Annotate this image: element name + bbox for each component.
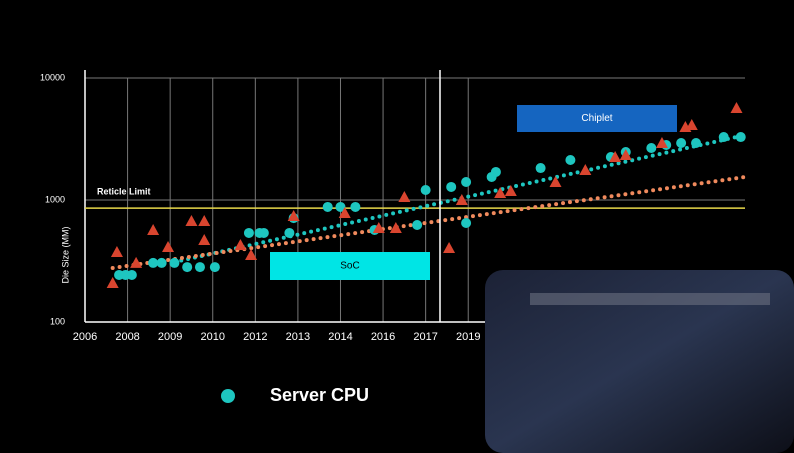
photo-detail [530, 293, 770, 305]
data-point [130, 256, 143, 268]
legend-label: Server CPU [270, 385, 369, 405]
data-point [338, 207, 351, 219]
data-point [646, 143, 657, 154]
data-point [156, 257, 167, 268]
x-tick-label: 2019 [456, 331, 480, 343]
data-point [335, 201, 346, 212]
data-point [455, 194, 468, 205]
data-point [549, 175, 562, 187]
plot-area: 100 1000 10000 2006 2008 2009 2010 2012 2013 2014… [40, 70, 747, 343]
x-tick-label: 2013 [286, 331, 310, 343]
data-point [655, 137, 668, 149]
data-point [243, 227, 254, 238]
data-point [412, 219, 423, 230]
data-point [490, 166, 501, 177]
data-point [284, 227, 295, 238]
data-point [258, 227, 269, 238]
data-point [322, 201, 333, 212]
data-point [565, 154, 576, 165]
x-tick-label: 2010 [200, 331, 224, 343]
data-point [691, 138, 702, 149]
x-tick-label: 2008 [115, 331, 139, 343]
data-point [185, 214, 198, 226]
data-point [461, 176, 472, 187]
x-tick-label: 2014 [328, 331, 352, 343]
data-point [685, 119, 698, 131]
data-point [148, 257, 159, 268]
x-tick-label: 2017 [413, 331, 437, 343]
data-point [494, 187, 507, 199]
data-point [245, 249, 258, 261]
data-point [110, 245, 123, 257]
x-tick-label: 2016 [371, 331, 395, 343]
data-point [579, 163, 592, 175]
data-point [106, 276, 119, 288]
x-tick-label: 2012 [243, 331, 267, 343]
data-point [209, 262, 220, 273]
photo-overlay [485, 270, 794, 453]
data-point [446, 181, 457, 192]
data-point [350, 201, 361, 212]
data-point [735, 132, 746, 143]
data-point [718, 132, 729, 143]
data-point [389, 222, 402, 234]
data-point [443, 242, 456, 254]
data-point [169, 257, 180, 268]
data-point [194, 262, 205, 273]
data-point [198, 214, 211, 226]
data-point [619, 149, 632, 161]
reticle-label: Reticle Limit [97, 186, 151, 196]
data-point [461, 217, 472, 228]
legend-marker [221, 389, 235, 403]
chiplet-box [517, 105, 677, 132]
data-point [372, 222, 385, 234]
y-axis-label: Die Size (MM) [60, 226, 70, 283]
data-point [420, 184, 431, 195]
chiplet-label: Chiplet [581, 113, 612, 124]
data-point [676, 138, 687, 149]
x-tick-label: 2009 [158, 331, 182, 343]
data-point [398, 190, 411, 202]
data-point [287, 210, 300, 222]
data-point [234, 238, 247, 250]
data-point [609, 151, 622, 163]
soc-label: SoC [340, 261, 359, 272]
data-point [162, 240, 175, 252]
soc-box [270, 252, 430, 280]
data-point [147, 223, 160, 235]
x-tick-label: 2006 [73, 331, 97, 343]
y-tick-label: 10000 [40, 72, 65, 82]
data-point [198, 234, 211, 246]
trend-line [110, 174, 747, 271]
data-point [126, 269, 137, 280]
y-tick-label: 1000 [45, 194, 65, 204]
data-point [730, 102, 743, 114]
data-point [504, 185, 517, 197]
y-tick-label: 100 [50, 316, 65, 326]
data-point [182, 262, 193, 273]
data-point [535, 163, 546, 174]
